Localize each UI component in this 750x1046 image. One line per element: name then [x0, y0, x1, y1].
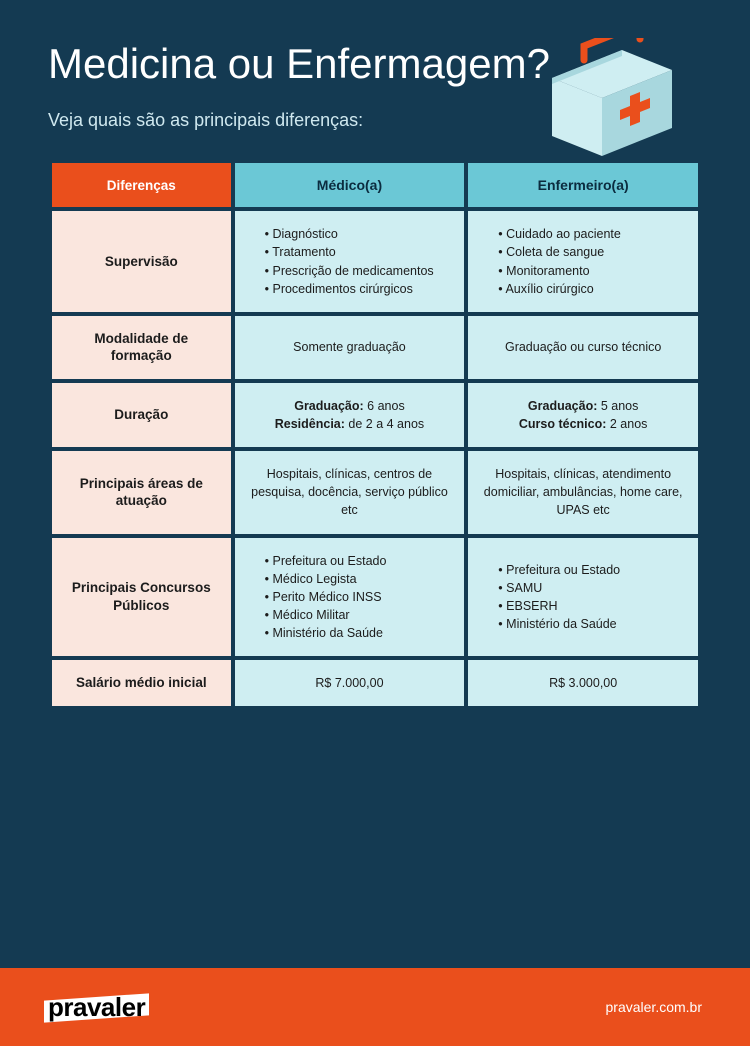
row-label: Modalidade de formação — [52, 316, 231, 379]
table-header-row: Diferenças Médico(a) Enfermeiro(a) — [52, 163, 698, 207]
header-enfermeiro: Enfermeiro(a) — [468, 163, 698, 207]
row-label: Salário médio inicial — [52, 660, 231, 706]
comparison-table: Diferenças Médico(a) Enfermeiro(a) Super… — [48, 159, 702, 710]
header-diferenças: Diferenças — [52, 163, 231, 207]
list-item: Médico Militar — [265, 606, 387, 624]
table-row: Principais áreas de atuaçãoHospitais, cl… — [52, 451, 698, 533]
list-item: Prescrição de medicamentos — [265, 262, 434, 280]
table-row: SupervisãoDiagnósticoTratamentoPrescriçã… — [52, 211, 698, 312]
footer: pravaler pravaler.com.br — [0, 968, 750, 1046]
header-medico: Médico(a) — [235, 163, 465, 207]
table-row: DuraçãoGraduação: 6 anosResidência: de 2… — [52, 383, 698, 447]
site-url: pravaler.com.br — [606, 999, 702, 1015]
table-row: Principais Concursos PúblicosPrefeitura … — [52, 538, 698, 657]
kv-line: Graduação: 5 anos — [480, 397, 686, 415]
cell: Graduação ou curso técnico — [468, 316, 698, 379]
page: Medicina ou Enfermagem? Veja quais são a… — [0, 0, 750, 1046]
kv-line: Curso técnico: 2 anos — [480, 415, 686, 433]
list-item: Diagnóstico — [265, 225, 434, 243]
list-item: Médico Legista — [265, 570, 387, 588]
list-item: SAMU — [498, 579, 620, 597]
cell: Cuidado ao pacienteColeta de sangueMonit… — [468, 211, 698, 312]
list-item: Tratamento — [265, 243, 434, 261]
kv-line: Graduação: 6 anos — [247, 397, 453, 415]
kv-line: Residência: de 2 a 4 anos — [247, 415, 453, 433]
list-item: Coleta de sangue — [498, 243, 621, 261]
list-item: Ministério da Saúde — [265, 624, 387, 642]
cell: Hospitais, clínicas, atendimento domicil… — [468, 451, 698, 533]
table-row: Modalidade de formaçãoSomente graduaçãoG… — [52, 316, 698, 379]
cell: Graduação: 6 anosResidência: de 2 a 4 an… — [235, 383, 465, 447]
row-label: Principais áreas de atuação — [52, 451, 231, 533]
list-item: EBSERH — [498, 597, 620, 615]
cell: R$ 7.000,00 — [235, 660, 465, 706]
row-label: Duração — [52, 383, 231, 447]
medkit-icon — [522, 38, 692, 168]
table-row: Salário médio inicialR$ 7.000,00R$ 3.000… — [52, 660, 698, 706]
main-panel: Medicina ou Enfermagem? Veja quais são a… — [0, 0, 750, 968]
cell: Graduação: 5 anosCurso técnico: 2 anos — [468, 383, 698, 447]
cell: R$ 3.000,00 — [468, 660, 698, 706]
list-item: Monitoramento — [498, 262, 621, 280]
list-item: Prefeitura ou Estado — [498, 561, 620, 579]
cell: Somente graduação — [235, 316, 465, 379]
row-label: Supervisão — [52, 211, 231, 312]
row-label: Principais Concursos Públicos — [52, 538, 231, 657]
list-item: Auxílio cirúrgico — [498, 280, 621, 298]
list-item: Ministério da Saúde — [498, 615, 620, 633]
list-item: Cuidado ao paciente — [498, 225, 621, 243]
table-body: SupervisãoDiagnósticoTratamentoPrescriçã… — [52, 211, 698, 706]
logo: pravaler — [48, 992, 145, 1023]
cell: Hospitais, clínicas, centros de pesquisa… — [235, 451, 465, 533]
list-item: Prefeitura ou Estado — [265, 552, 387, 570]
cell: Prefeitura ou EstadoMédico LegistaPerito… — [235, 538, 465, 657]
cell: DiagnósticoTratamentoPrescrição de medic… — [235, 211, 465, 312]
cell: Prefeitura ou EstadoSAMUEBSERHMinistério… — [468, 538, 698, 657]
logo-text: pravaler — [48, 992, 145, 1022]
list-item: Perito Médico INSS — [265, 588, 387, 606]
list-item: Procedimentos cirúrgicos — [265, 280, 434, 298]
